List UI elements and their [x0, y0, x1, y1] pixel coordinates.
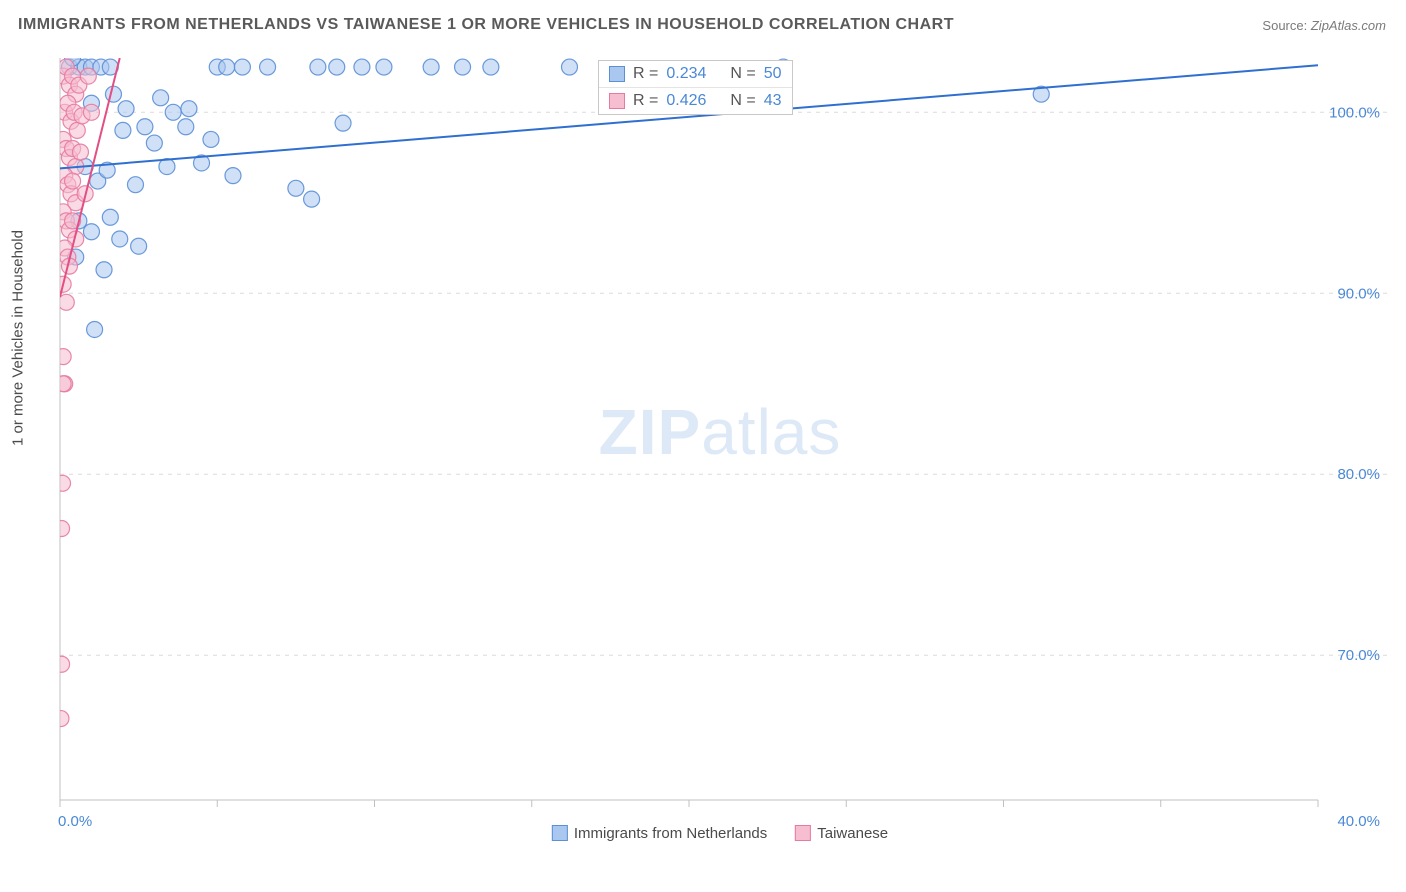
svg-text:70.0%: 70.0% [1337, 647, 1380, 664]
svg-text:90.0%: 90.0% [1337, 285, 1380, 302]
n-value: 50 [764, 65, 782, 83]
legend-swatch [609, 93, 625, 109]
legend-label: Taiwanese [817, 825, 888, 842]
correlation-legend-row: R = 0.426 N = 43 [599, 87, 792, 114]
legend-swatch [795, 825, 811, 841]
svg-text:40.0%: 40.0% [1337, 813, 1380, 830]
svg-text:0.0%: 0.0% [58, 813, 92, 830]
legend-swatch [609, 66, 625, 82]
y-axis-label: 1 or more Vehicles in Household [10, 230, 27, 446]
svg-text:100.0%: 100.0% [1329, 104, 1380, 121]
n-value: 43 [764, 92, 782, 110]
n-label: N = [730, 92, 755, 110]
correlation-legend: R = 0.234 N = 50 R = 0.426 N = 43 [598, 60, 793, 115]
source-attribution: Source: ZipAtlas.com [1262, 18, 1386, 33]
legend-label: Immigrants from Netherlands [574, 825, 767, 842]
svg-text:80.0%: 80.0% [1337, 466, 1380, 483]
chart-title: IMMIGRANTS FROM NETHERLANDS VS TAIWANESE… [18, 16, 954, 34]
r-value: 0.234 [666, 65, 706, 83]
chart-svg: 70.0% 80.0% 90.0% 100.0% 0.0% 40.0% [52, 48, 1388, 848]
scatter-plot: 70.0%80.0%90.0%100.0%0.0%40.0% ZIPatlas … [52, 48, 1388, 848]
r-label: R = [633, 65, 658, 83]
source-label: Source: [1262, 18, 1307, 33]
legend-swatch [552, 825, 568, 841]
r-value: 0.426 [666, 92, 706, 110]
series-legend: Immigrants from Netherlands Taiwanese [552, 825, 888, 842]
correlation-legend-row: R = 0.234 N = 50 [599, 61, 792, 87]
source-value: ZipAtlas.com [1311, 18, 1386, 33]
legend-item: Immigrants from Netherlands [552, 825, 767, 842]
n-label: N = [730, 65, 755, 83]
r-label: R = [633, 92, 658, 110]
legend-item: Taiwanese [795, 825, 888, 842]
